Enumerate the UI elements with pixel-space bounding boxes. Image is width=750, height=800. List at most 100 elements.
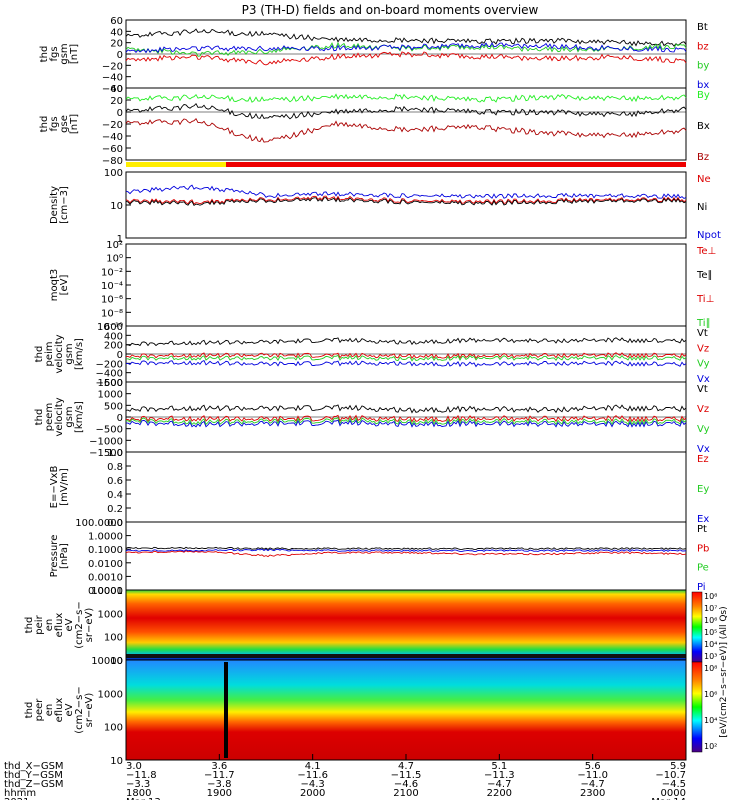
- legend-entry: Te⊥: [696, 246, 716, 257]
- y-tick-label: 1.0: [107, 448, 123, 459]
- colorbar-tick: 10⁸: [704, 592, 717, 601]
- footer-value: Mar 14: [651, 797, 686, 800]
- y-tick-label: 10000: [91, 656, 123, 667]
- footer-row-label: thd_Y−GSM: [4, 770, 63, 781]
- legend-entry: Vz: [697, 343, 709, 354]
- y-tick-label: 0.2: [107, 504, 123, 515]
- footer-value: −11.0: [577, 770, 608, 781]
- series-fgs_gsm-bz: [125, 51, 687, 66]
- legend-entry: bz: [697, 41, 709, 52]
- y-axis-label: Density: [49, 186, 60, 224]
- y-axis-label: velocity: [54, 334, 65, 373]
- panel-frame: [125, 171, 687, 239]
- y-axis-label: thd: [24, 617, 35, 634]
- status-bar: [126, 162, 686, 167]
- legend-entry: Ex: [697, 514, 709, 525]
- series-fgs_gsm-by: [125, 41, 687, 57]
- footer-value: 2000: [300, 788, 325, 799]
- y-axis-label: eV: [64, 618, 75, 631]
- y-axis-label: thd: [34, 346, 45, 363]
- y-tick-label: 10⁻¹⁰: [97, 322, 123, 333]
- footer-value: −4.7: [581, 779, 605, 790]
- footer-value: 5.9: [670, 761, 686, 772]
- series-density-Npot: [125, 184, 687, 200]
- y-axis-label: eflux: [54, 613, 65, 638]
- panel-density: 100 10 1 Density [cm−3] Ne Ni Npot: [49, 168, 721, 245]
- peir-spectrogram: [126, 590, 686, 660]
- y-tick-label: −80: [102, 156, 123, 167]
- y-tick-label: −60: [102, 144, 123, 155]
- y-tick-label: −20: [102, 120, 123, 131]
- footer-value: −4.3: [301, 779, 325, 790]
- footer-row-label: thd_Z−GSM: [4, 779, 64, 790]
- legend-entry: Vy: [697, 359, 710, 370]
- y-tick-label: 1000: [98, 390, 123, 401]
- footer-value: −11.3: [484, 770, 515, 781]
- series-pressure-Pb: [125, 550, 687, 558]
- y-axis-label: gsm: [59, 43, 70, 64]
- y-axis-label: sr−eV): [84, 693, 95, 728]
- y-tick-label: −40: [102, 73, 123, 84]
- legend-entry: Vt: [697, 328, 708, 339]
- y-tick-label: 0.0100: [88, 559, 123, 570]
- legend-entry: Te∥: [696, 270, 713, 281]
- legend-entry: Ez: [697, 454, 709, 465]
- legend-entry: Ey: [697, 484, 709, 495]
- y-axis-label: [nPa]: [59, 543, 70, 569]
- y-tick-label: 0.1000: [88, 545, 123, 556]
- y-tick-label: 100: [104, 723, 123, 734]
- y-tick-label: 0: [117, 50, 123, 61]
- y-axis-label: thd: [39, 46, 50, 63]
- y-axis-label: eflux: [54, 698, 65, 723]
- series-fgs_gse-Bx: [125, 102, 687, 120]
- footer-value: 2200: [487, 788, 512, 799]
- series-fgs_gsm-bx: [125, 42, 687, 54]
- footer-row-label: hhmm: [4, 788, 36, 799]
- legend-entry: by: [697, 61, 709, 72]
- y-axis-label: [cm−3]: [59, 186, 70, 224]
- legend-entry: Bt: [697, 22, 708, 33]
- footer-row-label: 2021: [4, 797, 29, 800]
- y-tick-label: 10⁻²: [101, 267, 123, 278]
- y-axis-label: (cm2−s−: [74, 686, 85, 733]
- y-axis-label: (cm2−s−: [74, 601, 85, 648]
- footer-value: 1900: [207, 788, 232, 799]
- y-tick-label: 400: [104, 331, 123, 342]
- footer-value: −11.6: [297, 770, 328, 781]
- colorbar-tick: 10⁵: [704, 628, 717, 637]
- series-fgs_gse-Bz: [125, 117, 687, 143]
- footer-value: Mar 13: [126, 797, 161, 800]
- series-fgs_gsm-Bt: [125, 28, 687, 47]
- footer-value: 2100: [393, 788, 418, 799]
- y-axis-label: [eV]: [59, 275, 70, 296]
- series-density-Ni: [125, 197, 687, 207]
- footer-value: 4.7: [398, 761, 414, 772]
- y-tick-label: 10: [110, 756, 123, 767]
- footer-value: −3.3: [126, 779, 150, 790]
- series-peim-Vz: [125, 352, 687, 359]
- series-peim-Vx: [125, 360, 687, 368]
- y-tick-label: 200: [104, 341, 123, 352]
- y-tick-label: 500: [104, 401, 123, 412]
- y-tick-label: 10⁻⁶: [101, 295, 123, 306]
- series-pressure-Pi: [125, 548, 687, 552]
- y-axis-label: en: [44, 619, 55, 632]
- y-tick-label: 100: [104, 168, 123, 179]
- footer-value: −11.7: [204, 770, 235, 781]
- y-tick-label: 10: [110, 656, 123, 667]
- y-axis-label: moqt3: [49, 269, 60, 302]
- panel-frame: [125, 243, 687, 327]
- y-axis-label: peem: [44, 403, 55, 431]
- legend-entry: Npot: [697, 230, 721, 241]
- colorbar-lower: [691, 661, 703, 753]
- footer-value: 5.6: [585, 761, 601, 772]
- panel-pressure: 100.0000 1.0000 0.1000 0.0100 0.0010 0.0001 Pr…: [49, 518, 709, 597]
- y-tick-label: 10000: [91, 586, 123, 597]
- y-tick-label: 20: [110, 96, 123, 107]
- y-axis-label: [mV/m]: [59, 468, 70, 506]
- y-tick-label: 10⁻⁸: [101, 308, 123, 319]
- colorbar-tick: 10⁸: [704, 664, 717, 673]
- footer-value: −10.7: [655, 770, 686, 781]
